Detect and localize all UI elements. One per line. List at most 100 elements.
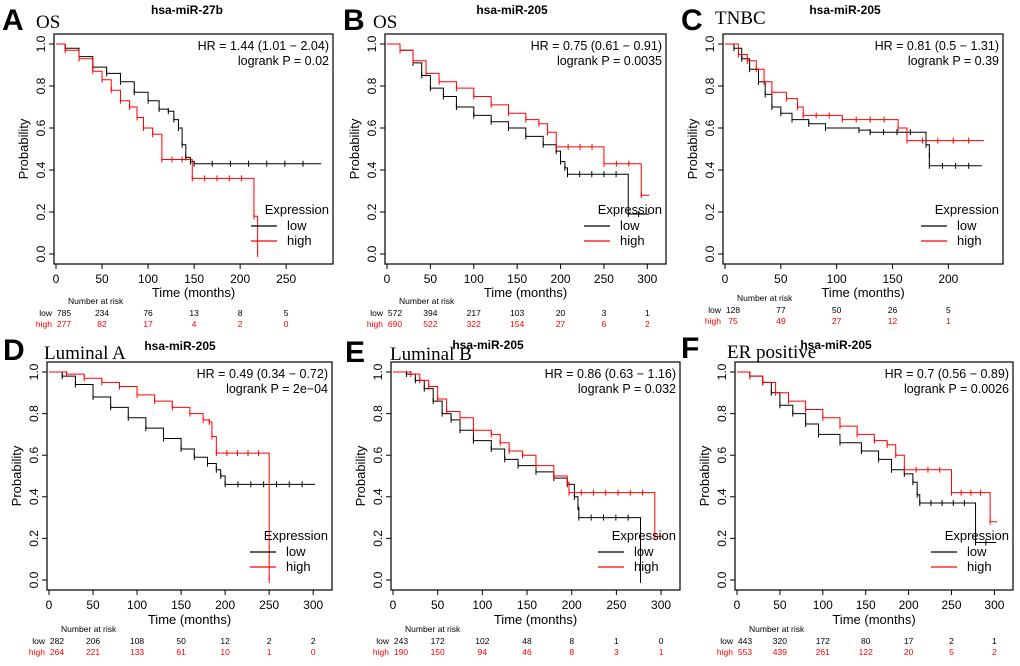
x-tick-label: 200	[551, 272, 571, 286]
risk-count-high: 439	[773, 647, 787, 657]
y-axis-label: Probability	[16, 118, 31, 179]
subset-label: OS	[373, 12, 397, 33]
y-tick-label: 0.6	[27, 447, 41, 464]
subset-label: Luminal A	[44, 343, 126, 364]
risk-count-low: 3	[602, 308, 607, 318]
legend-title: Expression	[264, 528, 328, 543]
logrank-p-text: logrank P = 0.0026	[904, 382, 1009, 396]
risk-count-low: 103	[510, 308, 524, 318]
risk-count-high: 221	[86, 647, 100, 657]
y-tick-label: 0.0	[365, 245, 379, 262]
y-tick-label: 1.0	[27, 363, 41, 380]
plot-frame	[734, 361, 1014, 591]
x-tick-label: 100	[827, 272, 847, 286]
risk-row-label-low: low	[39, 308, 53, 318]
risk-count-low: 20	[556, 308, 566, 318]
risk-count-high: 322	[467, 319, 481, 329]
x-tick-label: 100	[138, 272, 158, 286]
y-tick-label: 0.4	[365, 161, 379, 178]
x-tick-label: 200	[562, 598, 582, 612]
chart-title: hsa-miR-27b	[151, 3, 223, 17]
risk-count-low: 2	[311, 636, 316, 646]
y-tick-label: 0.4	[34, 161, 48, 178]
risk-count-high: 154	[510, 319, 524, 329]
y-axis-label: Probability	[685, 118, 700, 179]
y-tick-label: 1.0	[371, 363, 385, 380]
risk-row-label-high: high	[29, 647, 45, 657]
x-tick-label: 0	[53, 272, 60, 286]
risk-table-title: Number at risk	[749, 624, 805, 634]
legend-label-low: low	[620, 218, 640, 233]
logrank-p-text: logrank P = 0.032	[578, 382, 676, 396]
risk-table-title: Number at risk	[405, 624, 461, 634]
y-tick-label: 0.2	[34, 203, 48, 220]
y-tick-label: 0.8	[27, 405, 41, 422]
km-curve-high	[725, 43, 985, 142]
risk-row-label-low: low	[376, 636, 390, 646]
x-tick-label: 250	[594, 272, 614, 286]
risk-table-title: Number at risk	[399, 296, 455, 306]
legend-label-high: high	[620, 233, 645, 248]
subset-label: OS	[36, 12, 60, 33]
risk-count-high: 94	[478, 647, 488, 657]
risk-count-low: 2	[267, 636, 272, 646]
y-tick-label: 0.6	[371, 447, 385, 464]
x-tick-label: 50	[774, 272, 788, 286]
risk-row-label-low: low	[370, 308, 384, 318]
risk-count-low: 206	[86, 636, 100, 646]
risk-count-high: 49	[776, 316, 786, 326]
y-tick-label: 1.0	[365, 35, 379, 52]
risk-count-high: 27	[832, 316, 842, 326]
x-tick-label: 150	[517, 598, 537, 612]
legend-title: Expression	[598, 202, 662, 217]
risk-count-high: 8	[569, 647, 574, 657]
risk-count-low: 12	[220, 636, 230, 646]
legend-label-low: low	[287, 218, 307, 233]
risk-count-low: 320	[773, 636, 787, 646]
risk-count-high: 0	[311, 647, 316, 657]
risk-count-high: 6	[602, 319, 607, 329]
risk-count-low: 76	[143, 308, 153, 318]
risk-count-low: 102	[475, 636, 489, 646]
risk-count-low: 77	[776, 305, 786, 315]
km-curve-high	[56, 43, 259, 254]
legend-title: Expression	[935, 202, 999, 217]
y-tick-label: 0.4	[371, 488, 385, 505]
x-tick-label: 150	[507, 272, 527, 286]
risk-count-low: 108	[130, 636, 144, 646]
x-tick-label: 300	[637, 272, 657, 286]
logrank-p-text: logrank P = 2e−04	[226, 382, 328, 396]
km-curve-high	[737, 371, 997, 523]
y-tick-label: 0.0	[27, 571, 41, 588]
x-axis-label: Time (months)	[148, 612, 231, 627]
y-tick-label: 0.6	[365, 119, 379, 136]
x-tick-label: 0	[722, 272, 729, 286]
risk-count-high: 46	[522, 647, 532, 657]
hazard-ratio-text: HR = 0.81 (0.5 − 1.31)	[875, 39, 999, 53]
y-tick-label: 0.4	[715, 488, 729, 505]
chart-title: hsa-miR-205	[476, 3, 548, 17]
x-tick-label: 300	[651, 598, 671, 612]
risk-count-high: 690	[388, 319, 402, 329]
x-tick-label: 50	[773, 598, 787, 612]
risk-count-low: 1	[645, 308, 650, 318]
x-tick-label: 100	[813, 598, 833, 612]
panel-letter: A	[2, 4, 24, 37]
x-tick-label: 200	[215, 598, 235, 612]
legend-title: Expression	[612, 528, 676, 543]
chart-title: hsa-miR-205	[144, 339, 216, 353]
risk-count-high: 277	[57, 319, 71, 329]
risk-count-high: 122	[859, 647, 873, 657]
y-tick-label: 0.2	[365, 203, 379, 220]
panel-letter: D	[3, 334, 25, 367]
risk-count-low: 785	[57, 308, 71, 318]
panel-c: C TNBC hsa-miR-205 0.0 0.2 0.4 0.6 0.8 1.0 Probab…	[681, 3, 1004, 326]
chart-title: hsa-miR-205	[809, 3, 881, 17]
risk-count-high: 20	[904, 647, 914, 657]
risk-count-high: 1	[659, 647, 664, 657]
km-curve-high	[49, 371, 270, 580]
risk-count-low: 394	[423, 308, 437, 318]
risk-count-high: 1	[946, 316, 951, 326]
